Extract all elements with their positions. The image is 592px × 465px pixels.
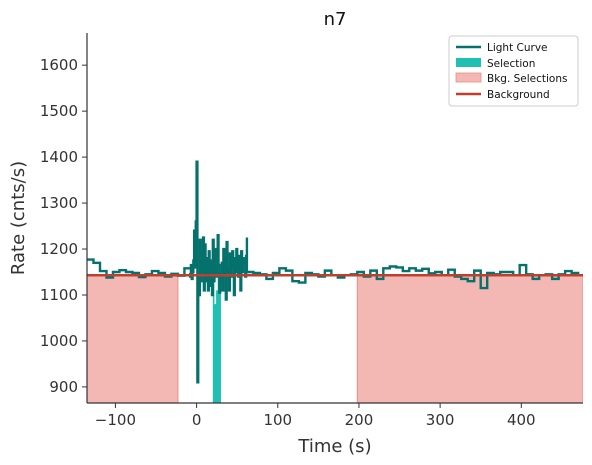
x-tick-label: 100: [263, 411, 292, 429]
bkg-selection-region-1: [87, 274, 179, 403]
light-curve-layer: [87, 160, 583, 384]
x-tick-label: 200: [345, 411, 374, 429]
y-tick-label: 1600: [40, 56, 78, 74]
y-ticks: 900 1000 1100 1200 1300 1400 1500 1600: [40, 56, 87, 396]
y-tick-label: 1200: [40, 240, 78, 258]
legend: Light Curve Selection Bkg. Selections Ba…: [448, 35, 579, 107]
legend-label-background: Background: [487, 89, 550, 101]
chart-title: n7: [324, 9, 347, 30]
plot-area: [87, 160, 583, 403]
y-tick-label: 1000: [40, 332, 78, 350]
y-tick-label: 1100: [40, 286, 78, 304]
x-tick-label: 400: [507, 411, 536, 429]
legend-swatch-selection: [456, 58, 481, 67]
y-tick-label: 1400: [40, 148, 78, 166]
y-tick-label: 1500: [40, 102, 78, 120]
x-tick-label: −100: [95, 411, 136, 429]
bkg-selection-region-2: [356, 274, 583, 403]
x-ticks: −100 0 100 200 300 400: [95, 403, 536, 429]
x-tick-label: 300: [426, 411, 455, 429]
selection-region: [212, 272, 221, 403]
x-axis-label: Time (s): [297, 436, 371, 457]
bkg-selection-layer: [87, 274, 583, 403]
light-curve-line: [87, 160, 583, 384]
legend-label-light-curve: Light Curve: [487, 42, 548, 54]
y-tick-label: 1300: [40, 194, 78, 212]
y-tick-label: 900: [49, 378, 78, 396]
x-tick-label: 0: [192, 411, 202, 429]
legend-frame: [448, 35, 579, 107]
legend-label-selection: Selection: [487, 58, 535, 70]
selection-layer: [212, 272, 221, 403]
y-axis-label: Rate (cnts/s): [8, 161, 29, 275]
legend-label-bkg-selections: Bkg. Selections: [487, 73, 567, 85]
legend-swatch-bkg-selections: [455, 72, 482, 83]
